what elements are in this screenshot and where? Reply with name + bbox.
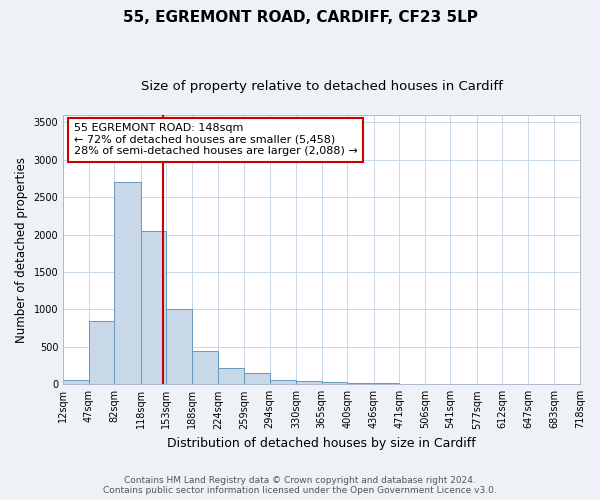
Bar <box>322 382 347 384</box>
Bar <box>218 368 244 384</box>
Bar <box>347 383 374 384</box>
Bar <box>166 310 192 384</box>
Bar <box>269 380 296 384</box>
Title: Size of property relative to detached houses in Cardiff: Size of property relative to detached ho… <box>140 80 503 93</box>
Bar <box>63 380 89 384</box>
Bar <box>141 231 166 384</box>
Text: 55 EGREMONT ROAD: 148sqm
← 72% of detached houses are smaller (5,458)
28% of sem: 55 EGREMONT ROAD: 148sqm ← 72% of detach… <box>74 123 357 156</box>
Y-axis label: Number of detached properties: Number of detached properties <box>15 156 28 342</box>
Bar <box>374 383 399 384</box>
Bar <box>115 182 141 384</box>
Bar <box>296 380 322 384</box>
Text: 55, EGREMONT ROAD, CARDIFF, CF23 5LP: 55, EGREMONT ROAD, CARDIFF, CF23 5LP <box>122 10 478 25</box>
Text: Contains HM Land Registry data © Crown copyright and database right 2024.
Contai: Contains HM Land Registry data © Crown c… <box>103 476 497 495</box>
Bar <box>244 373 269 384</box>
Bar <box>89 320 115 384</box>
X-axis label: Distribution of detached houses by size in Cardiff: Distribution of detached houses by size … <box>167 437 476 450</box>
Bar <box>192 350 218 384</box>
